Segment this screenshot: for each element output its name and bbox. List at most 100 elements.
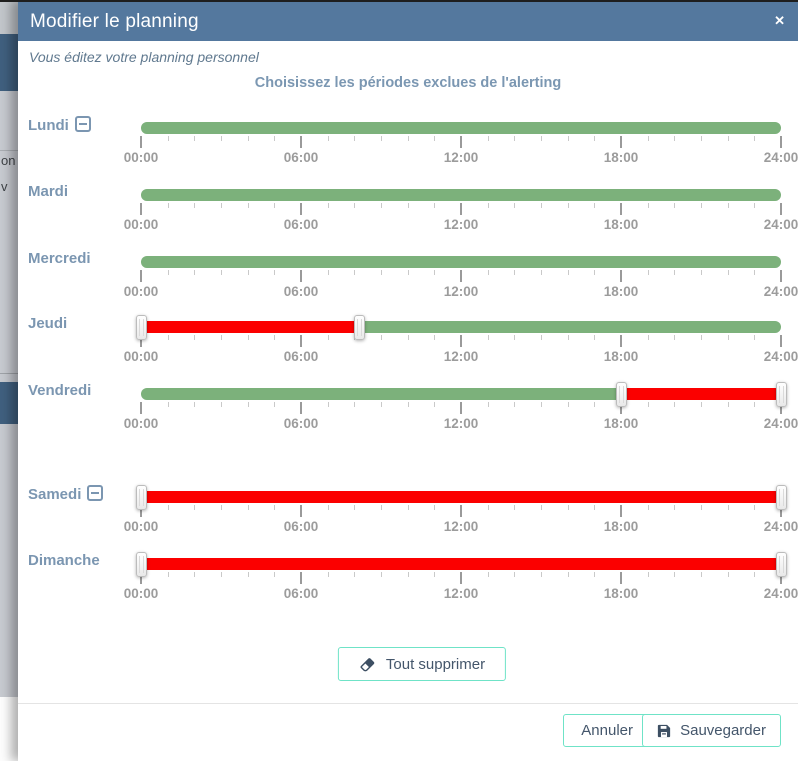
major-tick	[140, 572, 142, 584]
minor-tick	[567, 270, 569, 275]
minor-tick	[167, 402, 169, 407]
major-tick	[300, 402, 302, 414]
edit-planning-modal: Modifier le planning ✕ Vous éditez votre…	[18, 0, 798, 761]
minor-tick	[407, 505, 409, 510]
minor-tick	[327, 402, 329, 407]
minor-tick	[247, 505, 249, 510]
tick-label: 24:00	[763, 519, 798, 534]
minor-tick	[407, 270, 409, 275]
minor-tick	[541, 505, 542, 510]
major-tick	[460, 270, 462, 282]
close-icon[interactable]: ✕	[774, 13, 785, 28]
day-row-dimanche: Dimanche 00:00 06:00 12:00 18:00 24:00	[18, 544, 798, 606]
slider-segments	[141, 321, 781, 333]
tick-label: 06:00	[283, 284, 319, 299]
minor-tick	[247, 335, 249, 340]
major-tick	[780, 136, 782, 148]
major-tick	[300, 505, 302, 517]
slider-handle[interactable]	[135, 552, 147, 577]
modal-title: Modifier le planning	[30, 11, 199, 32]
minor-tick	[434, 335, 436, 340]
remove-day-button[interactable]	[74, 116, 91, 132]
minor-tick	[221, 505, 222, 510]
day-label: Vendredi	[28, 382, 92, 399]
major-tick	[140, 203, 142, 215]
major-tick	[460, 402, 462, 414]
minor-tick	[434, 136, 436, 141]
tick-label: 18:00	[603, 150, 639, 165]
tick-label: 12:00	[443, 416, 479, 431]
minor-tick	[221, 136, 222, 141]
minor-tick	[541, 572, 542, 577]
minor-tick	[727, 203, 729, 208]
slider-track[interactable]	[141, 558, 781, 570]
minor-tick	[221, 270, 222, 275]
cancel-button[interactable]: Annuler	[563, 714, 651, 747]
minor-tick	[487, 505, 489, 510]
window-top-edge	[0, 0, 798, 2]
major-tick	[620, 136, 622, 148]
minor-tick	[434, 203, 436, 208]
minor-tick	[354, 572, 356, 577]
minor-tick	[674, 505, 676, 510]
slider-handle[interactable]	[775, 382, 787, 407]
minor-tick	[487, 270, 489, 275]
minor-tick	[594, 505, 596, 510]
minor-tick	[647, 203, 649, 208]
slider-track[interactable]	[141, 122, 781, 134]
minor-tick	[167, 572, 169, 577]
slider-handle[interactable]	[135, 485, 147, 510]
minor-tick	[381, 505, 382, 510]
minor-tick	[167, 136, 169, 141]
minor-tick	[594, 270, 596, 275]
minor-tick	[327, 136, 329, 141]
major-tick	[620, 402, 622, 414]
minor-tick	[434, 402, 436, 407]
major-tick	[620, 335, 622, 347]
slider-handle[interactable]	[615, 382, 627, 407]
tick-label: 18:00	[603, 586, 639, 601]
remove-day-button[interactable]	[87, 485, 104, 501]
slider-track[interactable]	[141, 491, 781, 503]
major-tick	[140, 335, 142, 347]
slider-track[interactable]	[141, 388, 781, 400]
slider-track[interactable]	[141, 189, 781, 201]
clear-all-button[interactable]: Tout supprimer	[337, 647, 507, 681]
slider-track[interactable]	[141, 321, 781, 333]
minor-tick	[727, 505, 729, 510]
slider-handle[interactable]	[775, 485, 787, 510]
minor-tick	[701, 572, 702, 577]
minor-tick	[487, 136, 489, 141]
modal-subtitle: Vous éditez votre planning personnel	[29, 49, 259, 65]
minor-tick	[647, 572, 649, 577]
minor-tick	[167, 203, 169, 208]
slider-handle[interactable]	[354, 315, 366, 340]
slider-handle[interactable]	[775, 552, 787, 577]
minor-tick	[487, 335, 489, 340]
major-tick	[300, 136, 302, 148]
minor-tick	[594, 335, 596, 340]
slider-track[interactable]	[141, 256, 781, 268]
minor-tick	[727, 572, 729, 577]
minor-tick	[194, 335, 196, 340]
minor-tick	[327, 505, 329, 510]
day-label: Dimanche	[28, 552, 100, 569]
minor-tick	[514, 136, 516, 141]
minor-tick	[754, 402, 756, 407]
major-tick	[300, 335, 302, 347]
slider-segment-included	[141, 189, 781, 201]
minor-tick	[274, 402, 276, 407]
major-tick	[780, 505, 782, 517]
minor-tick	[194, 203, 196, 208]
save-button[interactable]: Sauvegarder	[642, 714, 781, 747]
minor-tick	[754, 505, 756, 510]
clear-all-label: Tout supprimer	[385, 655, 486, 673]
minor-tick	[434, 270, 436, 275]
tick-label: 18:00	[603, 217, 639, 232]
day-row-samedi: Samedi 00:00 06:00 12:00 18:00 24:00	[18, 477, 798, 539]
major-tick	[300, 203, 302, 215]
major-tick	[620, 203, 622, 215]
slider-handle[interactable]	[135, 315, 147, 340]
tick-label: 06:00	[283, 519, 319, 534]
minor-tick	[727, 335, 729, 340]
